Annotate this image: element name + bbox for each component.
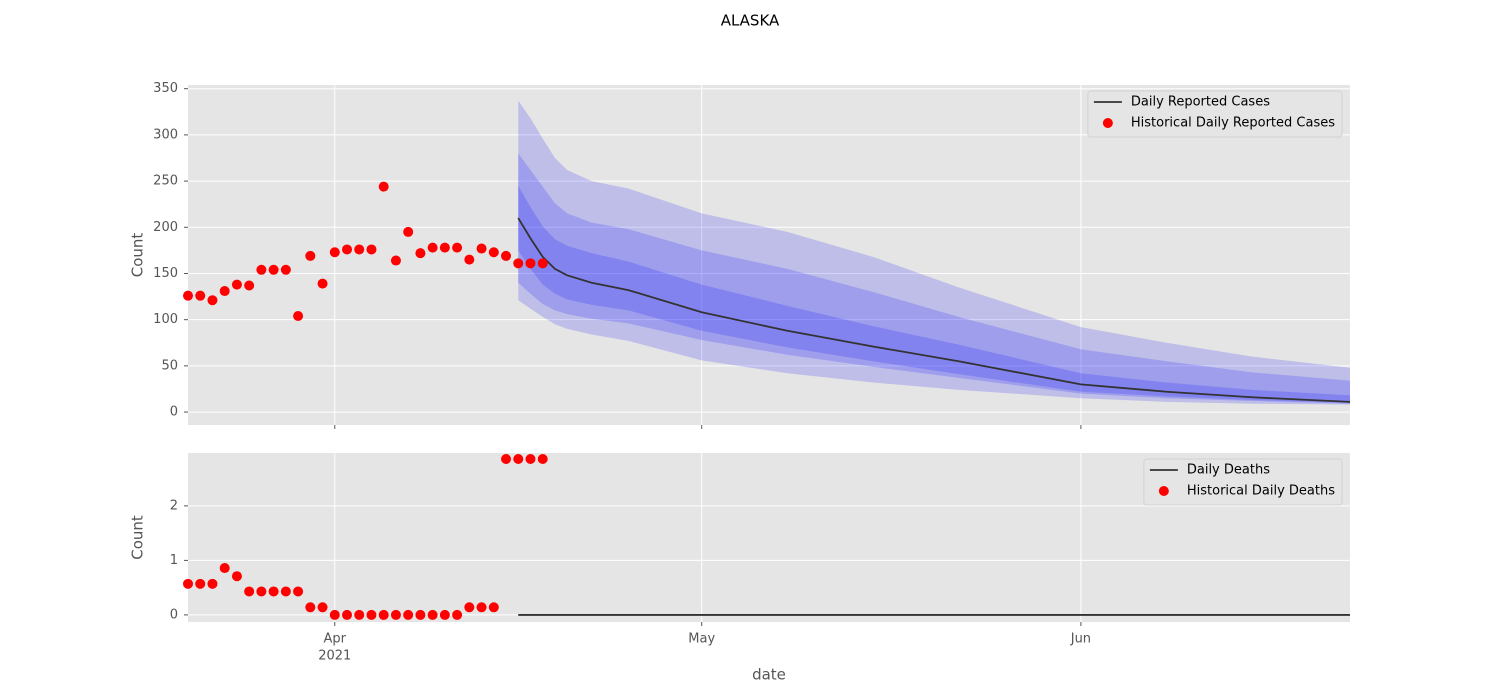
data-point (183, 578, 193, 589)
y-axis-label: Count (129, 233, 147, 278)
data-point (415, 248, 426, 259)
data-point (244, 586, 255, 597)
data-point (366, 609, 377, 620)
data-point (403, 226, 414, 237)
data-point (501, 250, 512, 261)
data-point (219, 563, 230, 574)
data-point (537, 258, 548, 269)
y-tick-label: 150 (153, 266, 178, 281)
x-axis-label: date (752, 666, 786, 684)
data-point (342, 609, 353, 620)
data-point (378, 609, 389, 620)
data-point (317, 602, 328, 613)
data-point (231, 571, 242, 582)
data-point (427, 609, 438, 620)
data-point (256, 264, 267, 275)
plot-area (188, 85, 1350, 425)
data-point (439, 242, 450, 253)
y-tick-label: 50 (161, 358, 178, 373)
data-point (305, 250, 316, 261)
legend-marker (1158, 486, 1169, 496)
data-point (415, 609, 426, 620)
data-point (464, 602, 475, 613)
forecast-band (518, 153, 1350, 404)
data-point (195, 290, 206, 301)
data-point (488, 602, 499, 613)
y-tick-label: 250 (153, 174, 178, 189)
data-point (476, 243, 487, 254)
data-point (268, 586, 279, 597)
legend-box (1143, 458, 1343, 506)
data-point (525, 453, 536, 464)
data-point (439, 609, 450, 620)
y-tick-label: 300 (153, 127, 178, 142)
data-point (280, 264, 291, 275)
data-point (354, 244, 365, 255)
legend-marker (1102, 118, 1113, 128)
data-point (501, 453, 512, 464)
data-point (427, 242, 438, 253)
data-point (231, 279, 242, 290)
y-axis-label: Count (129, 515, 147, 560)
x-tick-label: Jun (1070, 632, 1091, 647)
forecast-band (518, 185, 1350, 403)
data-point (452, 242, 463, 253)
legend-box (1087, 90, 1343, 138)
data-point (378, 181, 389, 192)
data-point (390, 609, 401, 620)
data-point (219, 286, 230, 297)
x-tick-label: May (688, 632, 715, 647)
y-tick-label: 0 (170, 405, 178, 420)
forecast-band (518, 100, 1350, 405)
data-point (305, 602, 316, 613)
legend: Daily Reported Cases Historical Daily Rep… (1087, 90, 1343, 138)
data-point (366, 244, 377, 255)
data-point (183, 290, 193, 301)
data-point (403, 609, 414, 620)
x-offset-label: 2021 (318, 649, 351, 664)
data-point (342, 244, 353, 255)
data-point (256, 586, 267, 597)
legend-label: Historical Daily Deaths (1187, 484, 1335, 499)
data-point (244, 280, 255, 291)
data-point (207, 578, 218, 589)
data-point (329, 247, 340, 258)
data-point (452, 609, 463, 620)
y-tick-label: 100 (153, 312, 178, 327)
data-point (293, 310, 304, 321)
legend-label: Daily Reported Cases (1131, 95, 1270, 110)
y-tick-label: 0 (170, 607, 178, 622)
y-tick-label: 1 (170, 553, 178, 568)
data-point (488, 247, 499, 258)
y-tick-label: 200 (153, 220, 178, 235)
data-point (329, 609, 340, 620)
data-point (280, 586, 291, 597)
data-point (293, 586, 304, 597)
data-point (195, 578, 206, 589)
figure-title: ALASKA (721, 12, 780, 30)
data-point (525, 258, 536, 269)
data-point (476, 602, 487, 613)
y-tick-label: 350 (153, 81, 178, 96)
y-tick-label: 2 (170, 498, 178, 513)
data-point (207, 295, 218, 306)
data-point (537, 453, 548, 464)
data-point (354, 609, 365, 620)
legend-label: Daily Deaths (1187, 463, 1270, 478)
data-point (513, 258, 524, 269)
data-point (268, 264, 279, 275)
legend-label: Historical Daily Reported Cases (1131, 116, 1335, 131)
legend: Daily Deaths Historical Daily Deaths (1143, 458, 1343, 506)
x-tick-label: Apr (324, 632, 347, 647)
data-point (513, 453, 524, 464)
data-point (464, 254, 475, 265)
data-point (317, 278, 328, 289)
data-point (390, 255, 401, 266)
